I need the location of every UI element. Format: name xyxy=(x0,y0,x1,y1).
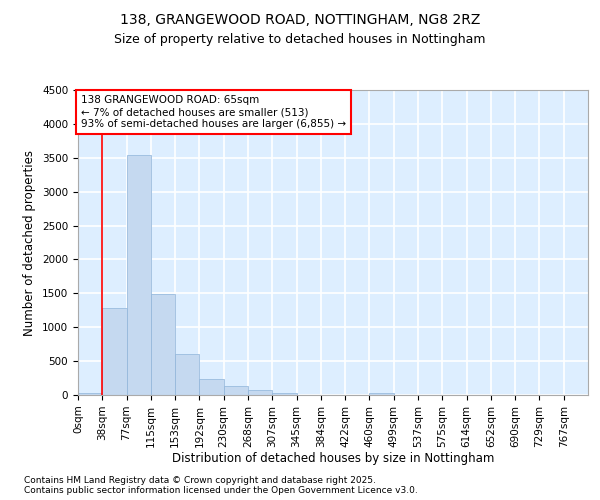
Text: 138 GRANGEWOOD ROAD: 65sqm
← 7% of detached houses are smaller (513)
93% of semi: 138 GRANGEWOOD ROAD: 65sqm ← 7% of detac… xyxy=(81,96,346,128)
X-axis label: Distribution of detached houses by size in Nottingham: Distribution of detached houses by size … xyxy=(172,452,494,466)
Bar xyxy=(78,393,102,395)
Bar xyxy=(272,393,296,395)
Text: 138, GRANGEWOOD ROAD, NOTTINGHAM, NG8 2RZ: 138, GRANGEWOOD ROAD, NOTTINGHAM, NG8 2R… xyxy=(120,12,480,26)
Bar xyxy=(370,393,394,395)
Bar xyxy=(224,386,248,395)
Bar xyxy=(175,354,199,395)
Bar xyxy=(151,294,175,395)
Y-axis label: Number of detached properties: Number of detached properties xyxy=(23,150,37,336)
Bar xyxy=(248,390,272,395)
Bar xyxy=(102,308,127,395)
Bar xyxy=(199,378,224,395)
Text: Size of property relative to detached houses in Nottingham: Size of property relative to detached ho… xyxy=(114,32,486,46)
Text: Contains HM Land Registry data © Crown copyright and database right 2025.
Contai: Contains HM Land Registry data © Crown c… xyxy=(24,476,418,495)
Bar xyxy=(127,155,151,395)
